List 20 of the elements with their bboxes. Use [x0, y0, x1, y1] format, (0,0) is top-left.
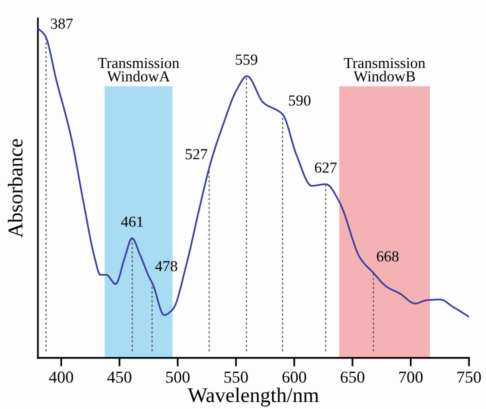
ref-line-label: 668	[376, 251, 399, 262]
x-tick-label: 700	[399, 372, 423, 383]
x-tick-label: 550	[224, 372, 248, 383]
x-tick-label: 650	[340, 372, 364, 383]
y-axis-title: Absorbance	[8, 139, 23, 238]
x-tick-label: 450	[107, 372, 132, 383]
band-label: Transmission WindowB	[344, 58, 426, 82]
ref-line-label: 559	[236, 54, 258, 65]
x-axis-title: Wavelength/nm	[188, 388, 319, 407]
x-tick-label: 600	[282, 372, 306, 383]
band-label: Transmission WindowA	[98, 58, 180, 82]
x-tick-label: 750	[458, 372, 481, 383]
ref-line-label: 590	[289, 95, 310, 106]
x-tick-label: 500	[166, 372, 190, 383]
ref-line-label: 387	[50, 18, 73, 29]
x-tick-label: 400	[49, 372, 74, 383]
ref-line-label: 461	[121, 216, 143, 227]
ref-line-label: 627	[314, 162, 337, 173]
ref-line-label: 527	[186, 149, 208, 160]
ref-line-label: 478	[155, 260, 178, 272]
